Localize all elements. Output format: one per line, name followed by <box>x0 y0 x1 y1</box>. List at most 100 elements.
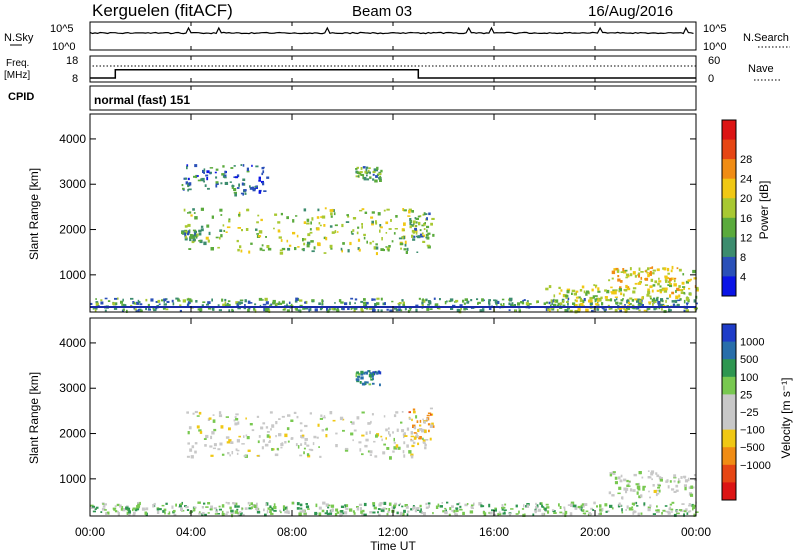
heatmap-cell <box>282 505 286 509</box>
heatmap-cell <box>187 177 190 181</box>
heatmap-cell <box>342 512 345 515</box>
heatmap-cell <box>158 508 162 511</box>
heatmap-cell <box>290 419 294 422</box>
heatmap-cell <box>632 489 636 492</box>
heatmap-cell <box>423 228 426 230</box>
heatmap-cell <box>457 309 461 312</box>
heatmap-cell <box>575 290 579 293</box>
heatmap-cell <box>632 287 637 290</box>
heatmap-cell <box>674 299 678 303</box>
heatmap-cell <box>480 504 483 508</box>
heatmap-cell <box>246 436 250 440</box>
heatmap-cell <box>207 502 211 505</box>
heatmap-cell <box>414 227 417 231</box>
heatmap-cell <box>610 291 614 293</box>
heatmap-cell <box>618 502 621 506</box>
heatmap-cell <box>303 447 306 450</box>
heatmap-cell <box>652 513 656 515</box>
heatmap-cell <box>186 411 189 414</box>
heatmap-cell <box>393 437 395 442</box>
heatmap-cell <box>483 299 485 302</box>
heatmap-cell <box>403 248 407 251</box>
heatmap-cell <box>196 175 199 177</box>
heatmap-cell <box>522 299 524 303</box>
heatmap-cell <box>356 507 360 511</box>
heatmap-cell <box>619 479 623 483</box>
heatmap-cell <box>104 297 108 300</box>
heatmap-cell <box>431 422 434 426</box>
heatmap-cell <box>355 170 358 174</box>
heatmap-cell <box>614 308 618 313</box>
heatmap-cell <box>286 309 290 312</box>
heatmap-cell <box>280 239 283 242</box>
heatmap-cell <box>656 505 658 508</box>
heatmap-cell <box>605 299 609 301</box>
heatmap-cell <box>296 415 299 419</box>
heatmap-cell <box>203 171 205 174</box>
heatmap-cell <box>425 233 429 237</box>
heatmap-cell <box>278 418 281 420</box>
heatmap-cell <box>390 219 392 222</box>
heatmap-cell <box>446 300 448 303</box>
heatmap-cell <box>183 208 186 212</box>
heatmap-cell <box>626 479 629 483</box>
heatmap-cell <box>334 224 338 227</box>
heatmap-cell <box>264 513 267 517</box>
heatmap-cell <box>577 309 580 313</box>
colorbar-segment <box>722 429 736 448</box>
heatmap-cell <box>249 423 253 426</box>
heatmap-cell <box>307 508 310 510</box>
heatmap-cell <box>261 299 264 301</box>
heatmap-cell <box>206 224 210 228</box>
heatmap-cell <box>102 505 106 508</box>
heatmap-cell <box>339 416 344 421</box>
heatmap-cell <box>638 482 640 486</box>
heatmap-cell <box>431 217 435 220</box>
heatmap-cell <box>588 513 593 516</box>
heatmap-cell <box>596 297 599 301</box>
heatmap-cell <box>459 508 463 511</box>
heatmap-cell <box>631 298 634 302</box>
power-ylabel: Slant Range [km] <box>27 168 41 260</box>
heatmap-cell <box>435 505 439 509</box>
heatmap-cell <box>352 229 355 232</box>
heatmap-cell <box>408 417 411 420</box>
heatmap-cell <box>363 502 367 507</box>
heatmap-cell <box>483 512 487 516</box>
heatmap-cell <box>375 252 378 256</box>
heatmap-cell <box>254 185 258 188</box>
heatmap-cell <box>233 188 237 191</box>
heatmap-cell <box>685 280 689 284</box>
heatmap-cell <box>294 247 297 251</box>
heatmap-cell <box>421 428 425 433</box>
heatmap-cell <box>380 509 385 512</box>
heatmap-cell <box>426 414 430 417</box>
heatmap-cell <box>386 308 389 311</box>
heatmap-cell <box>395 215 398 218</box>
heatmap-cell <box>225 436 230 439</box>
heatmap-cell <box>608 491 612 495</box>
colorbar-segment <box>722 237 736 258</box>
heatmap-cell <box>207 512 210 514</box>
heatmap-cell <box>592 295 596 299</box>
heatmap-cell <box>594 299 597 303</box>
heatmap-cell <box>383 501 387 505</box>
heatmap-cell <box>683 287 685 290</box>
heatmap-cell <box>244 192 247 195</box>
heatmap-cell <box>304 424 308 428</box>
heatmap-cell <box>421 232 424 235</box>
heatmap-cell <box>341 223 344 228</box>
heatmap-cell <box>681 281 685 285</box>
heatmap-cell <box>254 303 257 306</box>
heatmap-cell <box>278 433 282 437</box>
heatmap-cell <box>401 411 404 413</box>
heatmap-cell <box>427 232 431 235</box>
heatmap-cell <box>414 509 417 513</box>
heatmap-cell <box>92 506 96 509</box>
heatmap-cell <box>692 504 696 508</box>
heatmap-cell <box>392 431 394 434</box>
heatmap-cell <box>566 288 571 292</box>
heatmap-cell <box>534 511 537 514</box>
heatmap-cell <box>597 287 600 291</box>
heatmap-cell <box>618 290 621 293</box>
